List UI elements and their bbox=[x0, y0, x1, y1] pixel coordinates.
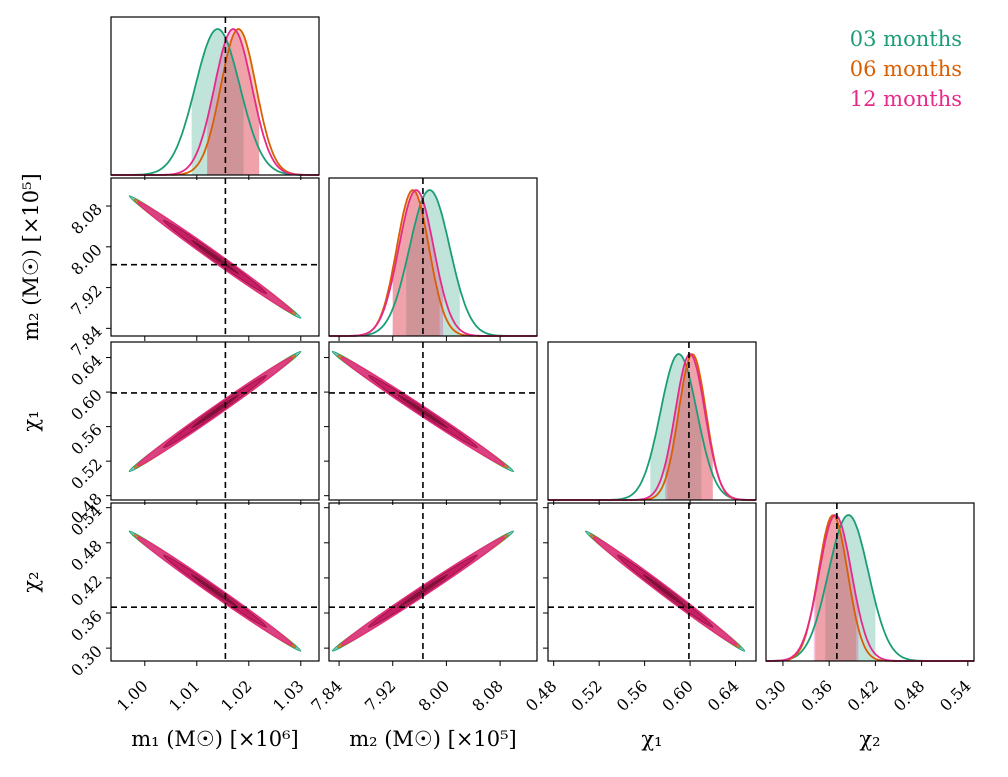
y-tick-label-chi2: 0.36 bbox=[67, 606, 106, 645]
posterior-2d-chi1-chi2 bbox=[584, 530, 746, 652]
contour-core bbox=[397, 574, 449, 608]
panel-chi1-m2 bbox=[328, 341, 538, 501]
y-tick-label-m2: 8.00 bbox=[67, 240, 106, 279]
posterior-2d-m1-chi1 bbox=[128, 350, 302, 473]
x-axis-label-chi2: χ₂ bbox=[859, 727, 880, 751]
x-tick-label-m1: 1.02 bbox=[217, 676, 256, 715]
interval-fill-m2-0 bbox=[406, 190, 460, 336]
y-tick-label-chi2: 0.48 bbox=[67, 536, 106, 575]
x-tick-label-chi1: 0.56 bbox=[613, 676, 652, 715]
panel-m2-m2 bbox=[328, 177, 538, 337]
panel-m2-m1 bbox=[110, 177, 320, 337]
y-tick-label-m2: 7.84 bbox=[67, 322, 106, 361]
y-tick-label-chi1: 0.56 bbox=[67, 420, 106, 459]
legend-entry-2: 12 months bbox=[850, 87, 962, 111]
x-tick-label-chi1: 0.52 bbox=[567, 676, 606, 715]
y-tick-label-chi1: 0.64 bbox=[67, 351, 106, 390]
panel-chi2-m2 bbox=[328, 502, 538, 662]
posterior-2d-m2-chi2 bbox=[331, 530, 515, 652]
x-tick-label-chi1: 0.48 bbox=[522, 676, 561, 715]
y-tick-label-m2: 8.08 bbox=[67, 199, 106, 238]
x-tick-label-m1: 1.01 bbox=[165, 676, 204, 715]
contour-core bbox=[190, 574, 240, 608]
x-tick-label-chi2: 0.48 bbox=[890, 676, 929, 715]
y-axis-label-chi2: χ₂ bbox=[19, 571, 43, 592]
interval-fill-m2-1 bbox=[392, 190, 440, 336]
panel-chi2-chi2 bbox=[765, 502, 975, 662]
x-tick-label-m2: 8.00 bbox=[415, 676, 454, 715]
x-tick-label-chi2: 0.54 bbox=[936, 676, 975, 715]
y-axis-label-chi1: χ₁ bbox=[19, 410, 43, 431]
y-tick-label-chi1: 0.52 bbox=[67, 455, 106, 494]
panel-m1-m1 bbox=[110, 16, 320, 176]
x-tick-label-m2: 8.08 bbox=[468, 676, 507, 715]
x-tick-label-m1: 1.03 bbox=[269, 676, 308, 715]
contour-core bbox=[397, 394, 449, 429]
y-axis-label-m2: m₂ (M☉) [×10⁵] bbox=[19, 173, 43, 341]
panel-chi1-m1 bbox=[110, 341, 320, 501]
x-tick-label-chi2: 0.42 bbox=[844, 676, 883, 715]
x-tick-label-chi1: 0.60 bbox=[658, 676, 697, 715]
y-tick-label-chi2: 0.42 bbox=[67, 571, 106, 610]
x-axis-label-m1: m₁ (M☉) [×10⁶] bbox=[131, 727, 299, 751]
x-axis-label-chi1: χ₁ bbox=[641, 727, 662, 751]
y-tick-label-m2: 7.92 bbox=[67, 281, 106, 320]
legend-entry-1: 06 months bbox=[850, 57, 962, 81]
interval-fill-m1-1 bbox=[207, 29, 260, 175]
posterior-2d-m1-chi2 bbox=[128, 530, 302, 652]
panel-chi1-chi1 bbox=[547, 341, 757, 501]
contour-core bbox=[642, 574, 688, 608]
x-tick-label-m1: 1.00 bbox=[113, 676, 152, 715]
panel-chi2-chi1 bbox=[547, 502, 757, 662]
posterior-2d-m1-m2 bbox=[128, 195, 302, 319]
x-tick-label-m2: 7.92 bbox=[361, 676, 400, 715]
contour-core bbox=[190, 239, 240, 275]
panel-chi2-m1 bbox=[110, 502, 320, 662]
interval-fill-m1-2 bbox=[207, 29, 260, 175]
interval-fill-m2-2 bbox=[392, 190, 444, 336]
interval-fill-chi2-1 bbox=[815, 515, 857, 661]
x-tick-label-m2: 7.84 bbox=[307, 676, 346, 715]
contour-core bbox=[190, 394, 240, 429]
x-tick-label-chi1: 0.64 bbox=[704, 676, 743, 715]
x-axis-label-m2: m₂ (M☉) [×10⁵] bbox=[349, 727, 517, 751]
legend-entry-0: 03 months bbox=[850, 27, 962, 51]
posterior-2d-m2-chi1 bbox=[331, 350, 515, 473]
x-tick-label-chi2: 0.30 bbox=[751, 676, 790, 715]
y-tick-label-chi2: 0.30 bbox=[67, 642, 106, 681]
x-tick-label-chi2: 0.36 bbox=[797, 676, 836, 715]
y-tick-label-chi1: 0.60 bbox=[67, 385, 106, 424]
